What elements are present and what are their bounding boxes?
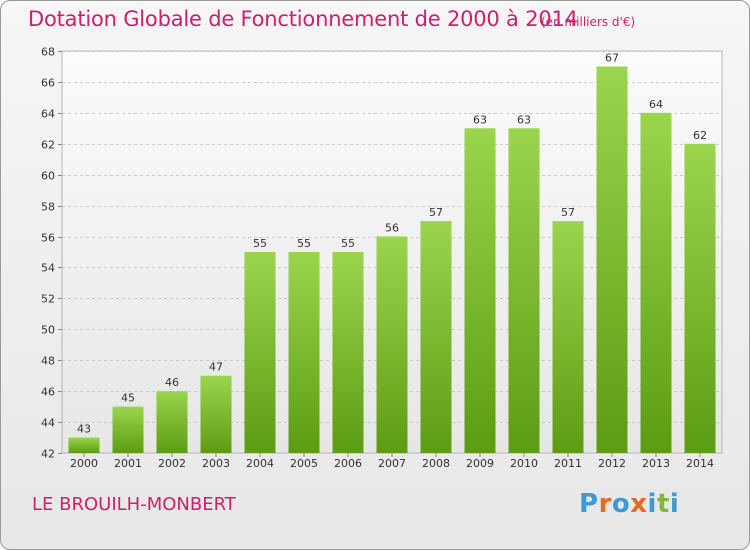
bar-2012	[596, 66, 628, 453]
y-axis-ticks: 42 44 46 48 50 52 54 56 58 60 62 64 66 68	[41, 46, 62, 461]
logo-letter: i	[647, 489, 657, 519]
logo-letter: P	[579, 489, 599, 519]
bar-2005	[288, 252, 320, 453]
x-tick-label-2011: 2011	[554, 457, 582, 470]
bar-2004	[244, 252, 276, 453]
bar-2001	[112, 406, 144, 453]
x-tick-label-2007: 2007	[378, 457, 406, 470]
bar-2000	[68, 437, 100, 453]
y-tick-label: 66	[41, 77, 55, 90]
value-label-2014: 62	[693, 129, 707, 142]
value-label-2012: 67	[605, 52, 619, 65]
y-tick-label: 42	[41, 448, 55, 461]
value-label-2002: 46	[165, 376, 179, 389]
x-tick-label-2014: 2014	[686, 457, 714, 470]
y-tick-label: 50	[41, 324, 55, 337]
bar-2008	[420, 221, 452, 453]
proxiti-logo: Proxiti	[579, 489, 679, 519]
x-tick-label-2004: 2004	[246, 457, 274, 470]
bar-2011	[552, 221, 584, 453]
value-label-2004: 55	[253, 237, 267, 250]
y-tick-label: 54	[41, 262, 55, 275]
value-labels: 43 45 46 47 55 55 55 56 57 63 63 57 67 64 62	[77, 52, 707, 436]
chart-title: Dotation Globale de Fonctionnement de 20…	[28, 7, 578, 31]
value-label-2003: 47	[209, 361, 223, 374]
y-tick-label: 52	[41, 293, 55, 306]
x-tick-label-2006: 2006	[334, 457, 362, 470]
value-label-2001: 45	[121, 392, 135, 405]
x-tick-label-2000: 2000	[70, 457, 98, 470]
y-tick-label: 46	[41, 386, 55, 399]
y-tick-label: 62	[41, 139, 55, 152]
x-tick-label-2008: 2008	[422, 457, 450, 470]
value-label-2011: 57	[561, 206, 575, 219]
x-tick-label-2003: 2003	[202, 457, 230, 470]
bar-2006	[332, 252, 364, 453]
y-tick-label: 56	[41, 232, 55, 245]
bar-2014	[684, 143, 716, 454]
logo-letter: i	[669, 489, 680, 519]
x-tick-label-2005: 2005	[290, 457, 318, 470]
y-tick-label: 64	[41, 108, 55, 121]
bars	[68, 66, 716, 454]
bar-2009	[464, 128, 496, 454]
y-tick-label: 68	[41, 46, 55, 59]
x-tick-label-2010: 2010	[510, 457, 538, 470]
y-tick-label: 48	[41, 355, 55, 368]
value-label-2007: 56	[385, 222, 399, 235]
x-tick-label-2012: 2012	[598, 457, 626, 470]
y-tick-label: 58	[41, 201, 55, 214]
value-label-2000: 43	[77, 423, 91, 436]
x-tick-label-2002: 2002	[158, 457, 186, 470]
bar-2007	[376, 236, 408, 453]
bar-2002	[156, 391, 188, 453]
y-tick-label: 60	[41, 170, 55, 183]
bar-2003	[200, 375, 232, 453]
logo-letter: r	[598, 489, 612, 519]
x-tick-label-2001: 2001	[114, 457, 142, 470]
y-tick-label: 44	[41, 417, 55, 430]
value-label-2009: 63	[473, 113, 487, 126]
x-tick-label-2009: 2009	[466, 457, 494, 470]
chart-subtitle: (en milliers d'€)	[541, 15, 636, 29]
logo-letter: x	[630, 489, 648, 519]
value-label-2010: 63	[517, 113, 531, 126]
value-label-2006: 55	[341, 237, 355, 250]
value-label-2005: 55	[297, 237, 311, 250]
value-label-2008: 57	[429, 206, 443, 219]
value-label-2013: 64	[649, 98, 663, 111]
commune-name: LE BROUILH-MONBERT	[32, 494, 236, 515]
bar-2010	[508, 128, 540, 454]
x-tick-label-2013: 2013	[642, 457, 670, 470]
logo-letter: o	[611, 489, 631, 519]
bar-2013	[640, 112, 672, 454]
x-axis-ticks: 2000 2001 2002 2003 2004 2005 2006 2007 2008 2009…	[70, 453, 714, 470]
logo-letter: t	[656, 489, 670, 519]
